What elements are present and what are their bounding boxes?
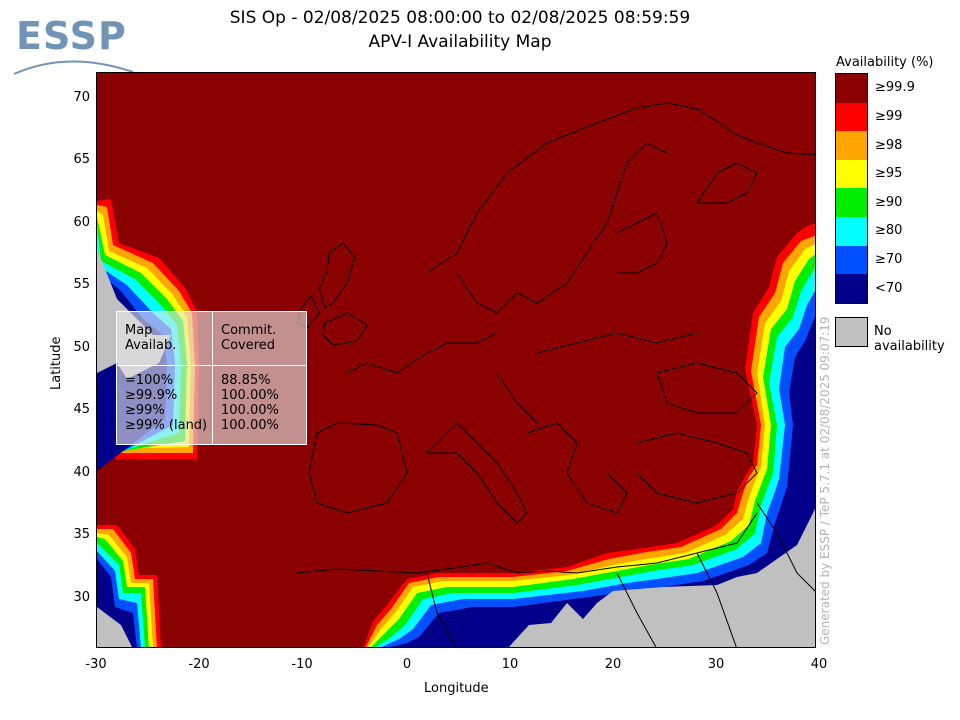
x-axis-label: Longitude [424,681,489,696]
legend-swatch [836,245,867,275]
y-tick: 60 [73,215,90,230]
legend-swatch [836,159,867,189]
legend-label: ≥70 [875,252,903,267]
header-map-availab: Map Availab. [125,323,177,353]
y-axis-label: Latitude [49,336,64,390]
legend-swatch [836,74,867,103]
x-tick: -10 [291,657,313,672]
legend-colorbar [835,73,868,304]
y-tick: 45 [73,402,90,417]
essp-logo: ESSP [8,10,138,82]
x-tick: 30 [707,657,725,672]
sw-noavail [97,607,132,647]
legend-label: ≥90 [875,195,903,210]
x-tick: 10 [501,657,519,672]
s-noavail-2 [663,509,815,647]
x-tick: -30 [85,657,107,672]
row-covered: 100.00% [221,388,279,403]
legend-swatch [836,216,867,246]
x-tick: -20 [188,657,210,672]
s-band-yellow [368,244,815,647]
nw-noavail-left [97,249,117,373]
legend-swatch [836,274,867,303]
y-tick: 70 [73,90,90,105]
s-noavail-1 [508,587,663,647]
no-availability-swatch [835,317,868,347]
legend-swatch [836,102,867,132]
s-band-orange [366,235,815,647]
row-covered: 88.85% [221,373,271,388]
y-tick: 35 [73,527,90,542]
logo-text: ESSP [16,14,127,58]
map-title: SIS Op - 02/08/2025 08:00:00 to 02/08/20… [229,8,691,28]
generated-by-text: Generated by ESSP / TeP 5.7.1 at 02/08/2… [818,316,832,645]
row-covered: 100.00% [221,403,279,418]
legend-swatch [836,131,867,160]
legend-label: ≥95 [875,166,903,181]
x-tick: 20 [604,657,622,672]
row-availability: ≥99% (land) [125,418,208,433]
x-tick: 0 [402,657,412,672]
y-tick: 55 [73,277,90,292]
legend-label: ≥98 [875,138,903,153]
no-availability-label: No availability [874,324,945,354]
legend-title: Availability (%) [836,55,934,70]
y-tick: 40 [73,465,90,480]
row-availability: ≥99% [125,403,165,418]
y-tick: 65 [73,152,90,167]
legend-label: <70 [875,281,903,296]
coastlines [296,102,815,647]
row-covered: 100.00% [221,418,279,433]
stats-table: Map Availab. Commit. Covered =100% 88.85… [116,311,307,445]
map-subtitle: APV-I Availability Map [368,32,552,52]
x-tick: 40 [810,657,828,672]
table-divider-horizontal [117,365,306,366]
legend-label: ≥99 [875,109,903,124]
row-availability: ≥99.9% [125,388,178,403]
legend-label: ≥99.9 [875,80,915,95]
legend-label: ≥80 [875,223,903,238]
y-tick: 30 [73,590,90,605]
logo-swoosh-icon [13,60,134,75]
y-tick: 50 [73,340,90,355]
header-commit-covered: Commit. Covered [221,323,277,353]
table-divider-vertical [212,312,213,444]
row-availability: =100% [125,373,174,388]
legend-swatch [836,188,867,217]
